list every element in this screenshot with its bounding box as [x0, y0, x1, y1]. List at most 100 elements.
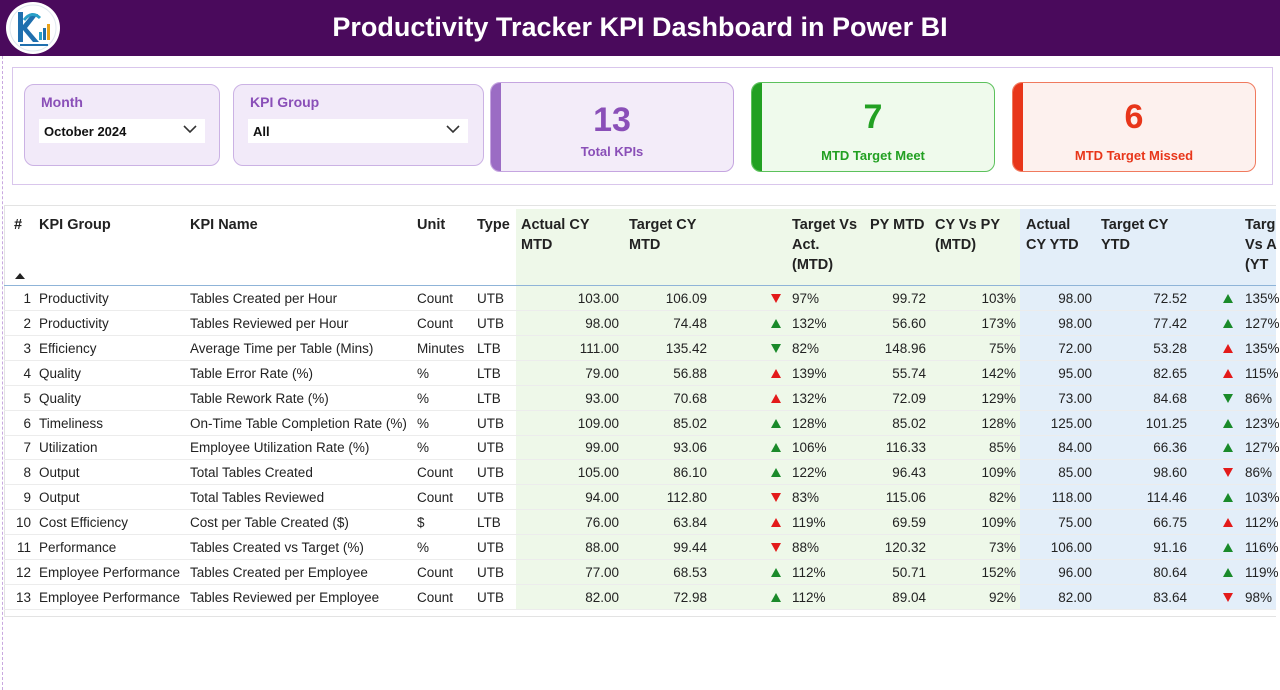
cell-tva-mtd: 83% — [792, 490, 820, 506]
cell-target-ytd: 83.64 — [1153, 589, 1187, 605]
cell-group: Efficiency — [39, 340, 97, 356]
cell-tva-ytd: 115% — [1245, 365, 1279, 381]
cell-target-mtd: 63.84 — [673, 515, 707, 531]
column-header-tva-ytd[interactable]: Targ Vs A (YT — [1245, 215, 1277, 275]
cell-name: Tables Reviewed per Hour — [190, 315, 349, 331]
cell-type: LTB — [477, 340, 501, 356]
cell-target-mtd: 74.48 — [673, 315, 707, 331]
cell-py-mtd: 69.59 — [892, 515, 926, 531]
table-row[interactable]: 2 Productivity Tables Reviewed per Hour Cou… — [4, 311, 1280, 336]
cell-cvp-mtd: 75% — [988, 340, 1016, 356]
cell-tva-mtd: 97% — [792, 291, 820, 306]
cell-type: UTB — [477, 315, 504, 331]
cell-py-mtd: 55.74 — [892, 365, 926, 381]
cell-unit: Count — [417, 465, 454, 481]
cell-name: Tables Created per Hour — [190, 291, 338, 306]
cell-type: UTB — [477, 440, 504, 456]
column-header-target-mtd[interactable]: Target CY MTD — [629, 215, 696, 255]
kpi-logo-icon — [6, 2, 60, 54]
column-header-tva-mtd[interactable]: Target Vs Act. (MTD) — [792, 215, 857, 275]
cell-num: 8 — [23, 465, 31, 481]
cell-tva-ytd: 135% — [1245, 340, 1280, 356]
cell-tva-ytd: 86% — [1245, 465, 1273, 481]
month-dropdown[interactable]: October 2024 — [39, 119, 205, 143]
column-header-num[interactable]: # — [14, 217, 23, 233]
cell-num: 11 — [16, 540, 31, 555]
sort-ascending-icon[interactable] — [15, 272, 25, 279]
cell-type: LTB — [477, 390, 501, 406]
triangle-up-icon — [771, 393, 781, 403]
cell-tva-mtd: 128% — [792, 415, 827, 431]
cell-target-mtd: 68.53 — [673, 564, 707, 580]
triangle-up-icon — [771, 443, 781, 453]
triangle-up-icon — [1223, 543, 1233, 552]
column-header-type[interactable]: Type — [477, 217, 510, 233]
column-header-line: YTD — [1101, 237, 1130, 253]
table-row[interactable]: 10 Cost Efficiency Cost per Table Created … — [4, 510, 1279, 536]
column-header-unit[interactable]: Unit — [417, 217, 446, 233]
cell-py-mtd: 148.96 — [884, 340, 926, 356]
cell-group: Cost Efficiency — [39, 515, 129, 531]
table-row[interactable]: 8 Output Total Tables Created Count UTB 105.0… — [4, 460, 1276, 486]
column-header-target-ytd[interactable]: Target CY YTD — [1101, 215, 1168, 255]
kpi-group-dropdown[interactable]: All — [248, 119, 468, 143]
cell-tva-ytd: 123% — [1245, 415, 1280, 431]
column-header-line: Target CY — [629, 217, 697, 233]
column-header-actual-mtd[interactable]: Actual CY MTD — [521, 215, 590, 255]
table-row[interactable]: 12 Employee Performance Tables Created per… — [4, 560, 1279, 585]
table-row[interactable]: 11 Performance Tables Created vs Target (%… — [4, 535, 1279, 560]
cell-target-mtd: 56.88 — [673, 365, 707, 381]
table-row[interactable]: 7 Utilization Employee Utilization Rate (%… — [4, 435, 1280, 461]
table-row[interactable]: 6 Timeliness On-Time Table Completion Rate… — [4, 411, 1280, 436]
cell-tva-ytd: 119% — [1245, 564, 1279, 580]
column-header-py-mtd[interactable]: PY MTD — [870, 215, 925, 235]
column-header-line: CY YTD — [1026, 237, 1079, 253]
cell-actual-ytd: 96.00 — [1058, 564, 1092, 580]
cell-tva-ytd: 116% — [1245, 540, 1279, 555]
triangle-up-icon — [1223, 318, 1233, 328]
table-row[interactable]: 9 Output Total Tables Reviewed Count UTB 94.0… — [4, 485, 1280, 511]
cell-tva-ytd: 127% — [1245, 440, 1280, 456]
table-row[interactable]: 4 Quality Table Error Rate (%)% LTB 79.00 56.… — [4, 361, 1279, 386]
table-row[interactable]: 13 Employee Performance Tables Reviewed pe… — [4, 585, 1276, 610]
cell-num: 7 — [23, 440, 31, 456]
cell-target-ytd: 84.68 — [1153, 390, 1187, 406]
column-header-cvp-mtd[interactable]: CY Vs PY (MTD) — [935, 215, 1000, 255]
cell-actual-mtd: 103.00 — [577, 291, 619, 306]
cell-actual-ytd: 95.00 — [1058, 365, 1092, 381]
cell-target-mtd: 135.42 — [665, 340, 707, 356]
cell-tva-ytd: 103% — [1245, 490, 1280, 506]
column-header-line: Actual CY — [521, 217, 590, 233]
cell-target-mtd: 93.06 — [673, 440, 707, 456]
cell-group: Utilization — [39, 440, 98, 456]
table-row[interactable]: 3 Efficiency Average Time per Table (Mins)… — [4, 336, 1280, 361]
cell-target-ytd: 91.16 — [1153, 540, 1187, 555]
table-row[interactable]: 1 Productivity Tables Created per Hour Coun… — [4, 286, 1280, 311]
column-header-actual-ytd[interactable]: Actual CY YTD — [1026, 215, 1079, 255]
cell-unit: Count — [417, 490, 454, 506]
cell-actual-ytd: 84.00 — [1058, 440, 1092, 456]
cell-cvp-mtd: 109% — [981, 515, 1016, 531]
cell-tva-mtd: 88% — [792, 540, 820, 555]
month-dropdown-value: October 2024 — [44, 124, 127, 139]
cell-group: Performance — [39, 540, 117, 555]
cell-py-mtd: 99.72 — [892, 291, 926, 306]
cell-group: Quality — [39, 365, 82, 381]
table-row[interactable]: 5 Quality Table Rework Rate (%)% LTB 93.00 70… — [4, 386, 1276, 411]
cell-actual-mtd: 98.00 — [585, 315, 619, 331]
cell-group: Employee Performance — [39, 564, 181, 580]
triangle-up-icon — [1223, 368, 1233, 378]
column-header-name[interactable]: KPI Name — [190, 217, 258, 233]
cell-target-ytd: 80.64 — [1153, 564, 1187, 580]
cell-unit: Count — [417, 315, 454, 331]
card-accent-bar — [1013, 83, 1023, 171]
column-header-group[interactable]: KPI Group — [39, 217, 111, 233]
cell-num: 13 — [15, 589, 31, 605]
triangle-up-icon — [1223, 518, 1233, 528]
month-slicer: Month October 2024 — [24, 84, 220, 166]
dashboard-header — [0, 0, 1280, 56]
cell-tva-ytd: 86% — [1245, 390, 1273, 406]
cell-cvp-mtd: 85% — [988, 440, 1016, 456]
cell-cvp-mtd: 82% — [988, 490, 1016, 506]
triangle-down-icon — [771, 343, 781, 353]
